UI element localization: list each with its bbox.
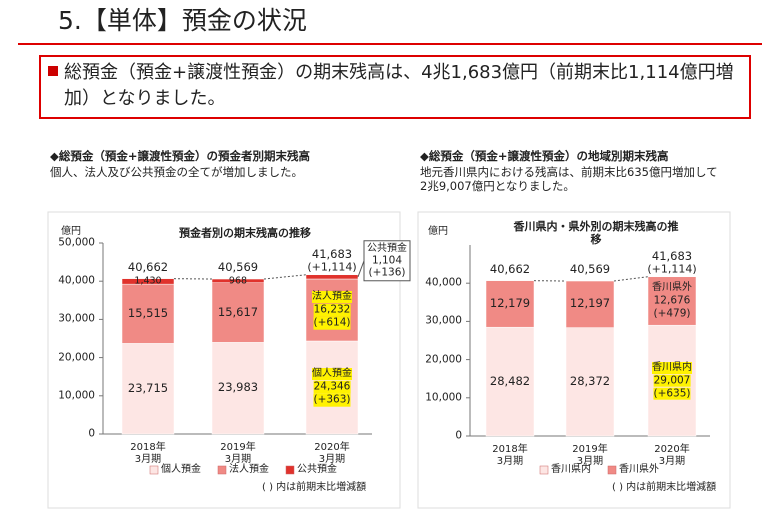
bar-segment <box>565 327 615 437</box>
y-tick-label: 50,000 <box>58 236 95 249</box>
note: ( ) 内は前期末比増減額 <box>612 482 717 493</box>
value-label: 12,197 <box>569 296 611 311</box>
legend-label: 法人預金 <box>229 464 269 475</box>
chart-panel <box>47 211 401 509</box>
callout-name: 法人預金 <box>312 290 352 303</box>
x-tick-label: 2019年 3月期 <box>572 444 608 467</box>
bar-segment <box>565 280 615 328</box>
value-label: 15,617 <box>217 304 259 319</box>
value-label: 1,430 <box>134 275 162 287</box>
value-label: 28,482 <box>489 373 531 388</box>
y-axis-unit: 億円 <box>428 226 448 237</box>
value-label: 968 <box>228 275 248 287</box>
change-label: (+363) <box>313 394 351 407</box>
x-tick-label: 2020年 3月期 <box>654 444 690 467</box>
value-label: 23,983 <box>217 380 259 395</box>
legend-label: 個人預金 <box>161 464 201 475</box>
callout-name: 個人預金 <box>312 368 352 381</box>
total-change-label: (+1,114) <box>647 262 697 276</box>
legend-swatch <box>149 465 159 475</box>
callout-name: 公共預金 <box>367 242 407 254</box>
y-tick-label: 30,000 <box>58 313 95 326</box>
change-label: (+635) <box>653 387 691 400</box>
change-label: (+614) <box>313 316 351 330</box>
total-label: 41,683 <box>651 248 693 263</box>
bar-segment <box>485 326 535 437</box>
x-tick-label: 2019年 3月期 <box>220 442 256 465</box>
x-tick-label: 2018年 3月期 <box>130 442 166 465</box>
legend-label: 香川県外 <box>619 464 659 475</box>
value-label: 12,179 <box>489 296 531 311</box>
y-tick-label: 20,000 <box>58 351 95 364</box>
chart-title: 香川県内・県外別の期末残高の推移 <box>513 219 679 246</box>
bar-segment <box>121 278 175 285</box>
change-label: (+136) <box>368 266 406 279</box>
note: ( ) 内は前期末比増減額 <box>262 482 367 493</box>
value-label: 12,676 <box>653 294 691 307</box>
y-tick-label: 0 <box>88 427 95 440</box>
section-description: 個人、法人及び公共預金の全てが増加しました。 <box>50 165 303 179</box>
y-tick-label: 40,000 <box>58 274 95 287</box>
value-label: 28,372 <box>569 373 611 388</box>
value-label: 23,715 <box>127 380 169 395</box>
callout-name: 香川県内 <box>652 361 692 374</box>
page-title: 5.【単体】預金の状況 <box>58 6 307 35</box>
total-label: 40,662 <box>489 261 531 276</box>
y-tick-label: 0 <box>455 429 462 442</box>
bar-segment <box>485 280 535 328</box>
summary-bullet <box>48 66 58 76</box>
connector <box>263 274 307 280</box>
section-heading: ◆総預金（預金+譲渡性預金）の預金者別期末残高 <box>50 149 310 163</box>
summary-text: 総預金（預金+譲渡性預金）の期末残高は、4兆1,683億円（前期末比1,114億… <box>64 62 734 110</box>
legend-swatch <box>217 465 227 475</box>
legend-label: 香川県内 <box>551 464 591 475</box>
section-heading: ◆総預金（預金+譲渡性預金）の地域別期末残高 <box>420 149 669 163</box>
chart-title: 預金者別の期末残高の推移 <box>179 226 311 240</box>
total-label: 40,662 <box>127 259 169 274</box>
bar-segment <box>647 276 697 326</box>
callout-name: 香川県外 <box>652 281 692 293</box>
y-tick-label: 20,000 <box>425 353 462 366</box>
change-label: (+479) <box>653 307 691 320</box>
total-label: 40,569 <box>217 260 259 275</box>
legend-swatch <box>607 465 617 475</box>
y-axis-unit: 億円 <box>61 226 81 237</box>
y-tick-label: 30,000 <box>425 315 462 328</box>
y-tick-label: 10,000 <box>58 389 95 402</box>
x-tick-label: 2018年 3月期 <box>492 444 528 467</box>
bar-segment <box>121 343 175 435</box>
value-label: 29,007 <box>653 374 691 387</box>
connector <box>613 276 649 282</box>
total-label: 40,569 <box>569 262 611 277</box>
y-tick-label: 10,000 <box>425 391 462 404</box>
summary-box <box>39 55 751 119</box>
value-label: 16,232 <box>313 303 351 317</box>
y-tick-label: 40,000 <box>425 276 462 289</box>
x-tick-label: 2020年 3月期 <box>314 442 350 465</box>
bar-segment <box>305 274 359 280</box>
bar-segment <box>211 278 265 283</box>
legend-swatch <box>285 465 295 475</box>
total-label: 41,683 <box>311 246 353 261</box>
value-label: 15,515 <box>127 305 169 320</box>
callout-leader <box>357 260 365 278</box>
value-label: 1,104 <box>371 254 403 267</box>
bar-segment <box>211 282 265 343</box>
value-label: 24,346 <box>313 381 351 394</box>
chart-panel <box>417 211 731 509</box>
legend-label: 公共預金 <box>297 464 337 475</box>
legend-swatch <box>539 465 549 475</box>
total-change-label: (+1,114) <box>307 260 357 274</box>
section-description: 地元香川県内における残高は、前期末比635億円増加して2兆9,007億円となりま… <box>420 165 718 193</box>
